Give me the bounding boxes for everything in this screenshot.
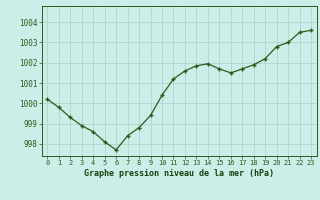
X-axis label: Graphe pression niveau de la mer (hPa): Graphe pression niveau de la mer (hPa) <box>84 169 274 178</box>
